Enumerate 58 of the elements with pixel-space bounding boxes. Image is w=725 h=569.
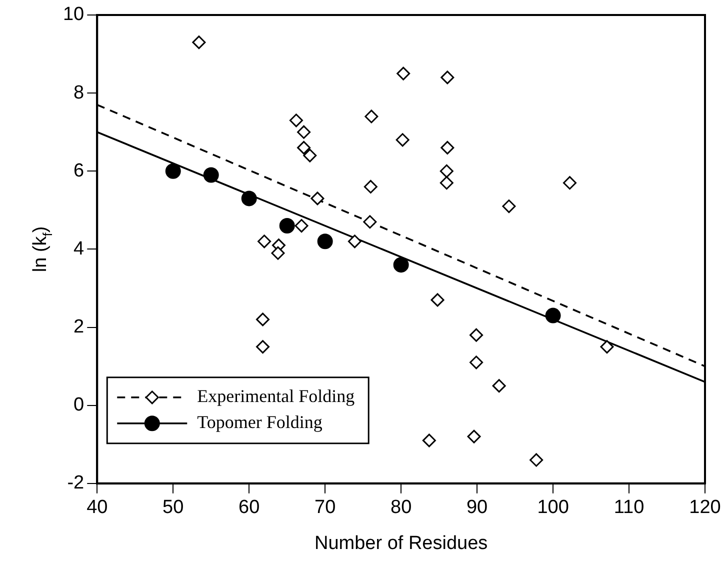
- point: [440, 164, 454, 178]
- point: [256, 340, 270, 354]
- point: [363, 215, 377, 229]
- point: [430, 293, 444, 307]
- point: [317, 234, 333, 250]
- x-tick-label: 70: [314, 497, 336, 518]
- point: [396, 133, 410, 147]
- point: [192, 36, 206, 50]
- point: [422, 434, 436, 448]
- point: [470, 328, 484, 342]
- point: [258, 234, 272, 248]
- point: [310, 192, 324, 206]
- y-tick-label: -2: [67, 472, 84, 494]
- point: [271, 246, 285, 260]
- point: [203, 167, 219, 183]
- legend-label: Experimental Folding: [197, 386, 355, 406]
- point: [530, 453, 544, 467]
- x-tick-label: 100: [537, 497, 569, 518]
- point: [440, 140, 454, 154]
- point: [600, 340, 614, 354]
- point: [502, 200, 516, 214]
- y-tick-label: 8: [74, 82, 84, 104]
- x-tick-label: 120: [689, 497, 721, 518]
- point: [364, 110, 378, 124]
- x-tick-label: 60: [238, 497, 260, 518]
- x-axis-title: Number of Residues: [314, 532, 488, 554]
- y-axis-title: ln (kf): [30, 226, 55, 272]
- point: [467, 430, 481, 444]
- point: [241, 190, 257, 206]
- point: [393, 257, 409, 273]
- x-tick-label: 50: [162, 497, 184, 518]
- point: [440, 70, 454, 84]
- legend-label: Topomer Folding: [197, 412, 322, 432]
- point: [279, 218, 295, 234]
- point: [165, 163, 181, 179]
- x-tick-label: 90: [466, 497, 488, 518]
- point: [364, 180, 378, 194]
- point: [294, 219, 308, 233]
- point: [440, 176, 454, 190]
- point: [297, 125, 311, 139]
- point: [297, 140, 311, 154]
- y-tick-label: 6: [74, 160, 84, 182]
- point: [348, 234, 362, 248]
- y-tick-label: 2: [74, 316, 84, 338]
- y-tick-label: 4: [74, 238, 85, 260]
- point: [563, 176, 576, 190]
- point: [470, 356, 484, 370]
- y-tick-label: 10: [62, 4, 84, 26]
- x-tick-label: 80: [390, 497, 412, 518]
- point: [256, 312, 270, 326]
- point: [492, 379, 506, 393]
- point: [303, 148, 317, 162]
- point: [289, 114, 303, 128]
- point: [396, 66, 410, 80]
- x-tick-label: 110: [614, 497, 644, 518]
- x-tick-label: 40: [86, 497, 108, 518]
- y-tick-label: 0: [74, 394, 84, 416]
- point: [545, 308, 561, 324]
